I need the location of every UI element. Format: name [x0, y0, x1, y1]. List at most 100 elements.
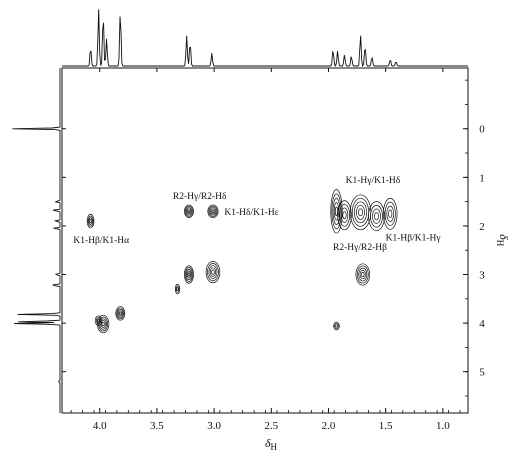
contour-ring: [374, 212, 379, 221]
contour-ring: [175, 285, 180, 293]
x-tick-label: 3.0: [207, 420, 221, 432]
top-projection-trace: [62, 9, 468, 67]
peak-annotation: R2-Hγ/R2-Hβ: [333, 243, 387, 253]
cross-peak: [333, 321, 340, 331]
y-axis: 0 1 2 3 4 5: [62, 79, 485, 397]
top-1d-projection: [62, 9, 468, 67]
x-tick-label: 2.5: [264, 420, 278, 432]
contour-ring: [97, 318, 101, 323]
cross-peak: [330, 189, 343, 234]
peak-annotation: K1-Hβ/K1-Hα: [73, 236, 129, 246]
contour-ring: [361, 272, 365, 278]
contour-ring: [184, 265, 194, 284]
contour-ring: [117, 308, 124, 318]
contour-ring: [330, 189, 343, 234]
contour-ring: [358, 208, 363, 217]
y-axis-label-subscript: H: [495, 240, 505, 247]
contour-ring: [101, 321, 105, 327]
contour-ring: [333, 202, 340, 221]
contour-ring: [99, 318, 107, 330]
x-axis-label-subscript: H: [271, 442, 278, 452]
contour-ring: [174, 283, 181, 295]
contour-ring: [95, 317, 102, 325]
cross-peak: [184, 265, 194, 284]
contour-ring: [386, 205, 395, 222]
contour-ring: [335, 324, 338, 328]
contour-ring: [211, 209, 215, 213]
contour-ring: [186, 208, 192, 215]
contour-ring: [356, 265, 369, 284]
cross-peak: [86, 213, 95, 229]
contour-ring: [184, 205, 193, 217]
contour-ring: [187, 209, 191, 213]
contour-ring: [331, 193, 342, 230]
x-tick-label: 4.0: [93, 420, 107, 432]
contour-ring: [88, 217, 93, 225]
contour-ring: [187, 272, 191, 277]
contour-ring: [210, 208, 216, 215]
contour-ring: [338, 203, 350, 227]
annotations: R2-Hγ/R2-Hδ K1-Hδ/K1-Hε K1-Hβ/K1-Hα K1-Hγ/K…: [73, 176, 440, 253]
contour-ring: [211, 269, 215, 275]
contour-ring: [205, 261, 221, 284]
cross-peak: [205, 261, 221, 284]
peak-annotation: K1-Hγ/K1-Hδ: [346, 176, 401, 186]
contour-ring: [118, 310, 123, 317]
y-tick-label: 1: [479, 172, 485, 184]
contour-ring: [185, 207, 193, 216]
contour-ring: [384, 201, 396, 226]
contour-ring: [388, 209, 393, 219]
y-tick-label: 0: [479, 124, 485, 136]
contour-ring: [86, 213, 95, 229]
cross-peak: [115, 306, 126, 321]
contour-ring: [372, 208, 381, 224]
peak-annotation: K1-Hβ/K1-Hγ: [386, 234, 441, 244]
x-tick-label: 1.0: [436, 420, 450, 432]
contour-ring: [94, 315, 103, 326]
contour-ring: [208, 265, 218, 279]
cross-peak: [383, 197, 398, 230]
contour-ring: [334, 323, 339, 329]
contour-ring: [208, 205, 218, 217]
cross-peaks: [86, 189, 398, 334]
cross-peak: [94, 315, 103, 326]
contour-ring: [358, 267, 368, 282]
contour-ring: [368, 201, 385, 232]
x-tick-label: 2.0: [322, 420, 336, 432]
contour-ring: [209, 207, 217, 216]
y-tick-label: 2: [479, 221, 485, 233]
contour-ring: [333, 321, 340, 331]
peak-annotation: R2-Hγ/R2-Hδ: [173, 192, 227, 202]
contour-ring: [186, 270, 192, 279]
contour-ring: [340, 207, 349, 223]
contour-ring: [97, 314, 110, 334]
cross-peak: [207, 204, 219, 219]
contour-ring: [355, 263, 370, 286]
contour-ring: [89, 219, 92, 224]
plot-frame: [61, 67, 469, 414]
contour-ring: [184, 204, 194, 219]
contour-ring: [176, 287, 179, 292]
x-axis: 4.0 3.5 3.0 2.5 2.0 1.5 1.0: [70, 68, 461, 432]
contour-ring: [370, 204, 383, 228]
y-tick-label: 3: [479, 270, 485, 282]
contour-ring: [207, 263, 219, 281]
cross-peak: [337, 200, 352, 231]
x-tick-label: 1.5: [379, 420, 393, 432]
cross-peak: [184, 204, 194, 219]
contour-ring: [359, 269, 366, 280]
cross-peak: [368, 201, 385, 232]
contour-ring: [185, 268, 193, 281]
contour-ring: [353, 201, 368, 224]
contour-ring: [207, 204, 219, 219]
peak-annotation: K1-Hδ/K1-Hε: [224, 208, 278, 218]
contour-ring: [209, 267, 217, 277]
y-tick-label: 5: [479, 367, 485, 379]
contour-ring: [87, 215, 94, 227]
contour-ring: [383, 197, 398, 230]
cross-peak: [174, 283, 181, 295]
left-projection-trace: [12, 68, 61, 413]
contour-ring: [356, 204, 365, 220]
y-tick-label: 4: [479, 318, 485, 330]
